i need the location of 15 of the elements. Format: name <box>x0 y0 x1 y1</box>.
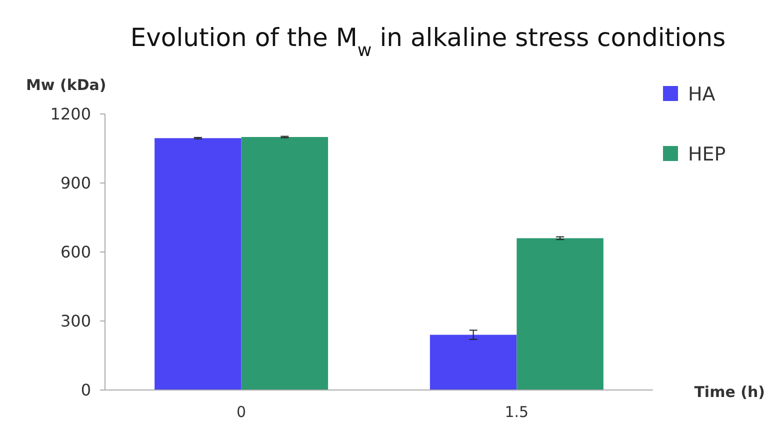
y-tick-label: 900 <box>60 174 91 193</box>
y-tick-label: 600 <box>60 242 91 262</box>
legend-label: HEP <box>688 144 726 166</box>
x-axis-title: Time (h) <box>694 383 765 401</box>
bar <box>430 334 517 390</box>
x-tick-label: 1.5 <box>504 403 529 421</box>
bar <box>516 238 604 390</box>
bar <box>241 137 328 390</box>
legend-label: HA <box>688 84 716 106</box>
y-axis-title: Mw (kDa) <box>26 76 106 94</box>
y-tick-label: 0 <box>80 380 91 400</box>
chart-title: Evolution of the M$_{w}$ in alkaline stress conditions <box>130 23 726 61</box>
y-tick-label: 1200 <box>50 104 91 124</box>
bar <box>154 138 242 390</box>
y-tick-label: 300 <box>60 312 91 331</box>
